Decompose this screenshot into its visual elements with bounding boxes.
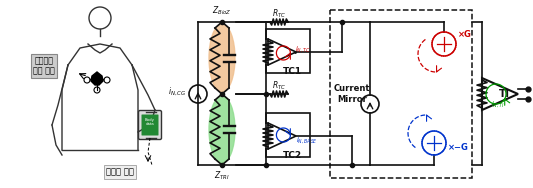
Text: TI: TI (498, 89, 510, 99)
Polygon shape (91, 72, 103, 85)
Text: $Z_{BioZ}$: $Z_{BioZ}$ (212, 5, 232, 17)
FancyBboxPatch shape (139, 111, 161, 139)
Text: $i_{N,BASE}$: $i_{N,BASE}$ (296, 135, 318, 145)
Text: Body
data: Body data (145, 118, 155, 126)
Ellipse shape (209, 24, 235, 92)
Text: 스마트 워치: 스마트 워치 (106, 168, 134, 177)
Text: $R_{TC}$: $R_{TC}$ (272, 7, 286, 20)
FancyBboxPatch shape (141, 114, 158, 136)
Text: $R_{TC}$: $R_{TC}$ (272, 79, 286, 92)
Text: TC1: TC1 (282, 67, 302, 76)
Text: 웨어러블
헬스 패치: 웨어러블 헬스 패치 (33, 56, 55, 76)
Text: $Z_{TRI}$: $Z_{TRI}$ (214, 170, 230, 183)
Text: $i_{N,TI}$: $i_{N,TI}$ (491, 99, 505, 109)
Text: $i_{N,CG}$: $i_{N,CG}$ (167, 86, 186, 98)
Text: ×G: ×G (458, 30, 472, 39)
Ellipse shape (209, 96, 235, 163)
Text: $i_{N,TC}$: $i_{N,TC}$ (295, 44, 311, 54)
Text: TC2: TC2 (282, 151, 302, 160)
Text: Current
Mirror: Current Mirror (334, 84, 370, 104)
Text: ×−G: ×−G (448, 143, 469, 152)
